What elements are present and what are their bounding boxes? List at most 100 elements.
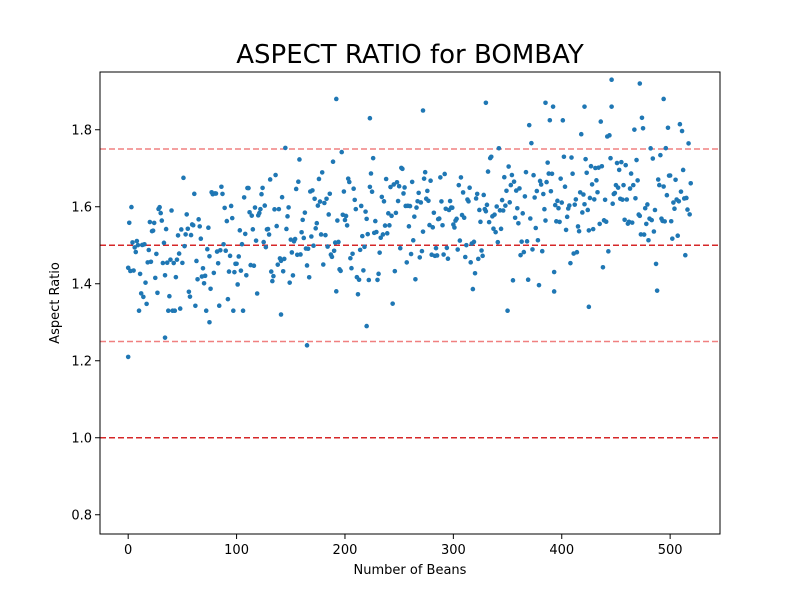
data-point — [262, 203, 268, 208]
data-point — [134, 238, 140, 244]
data-point — [573, 197, 579, 202]
data-point — [335, 218, 340, 223]
data-point — [445, 256, 451, 261]
data-point — [576, 228, 582, 234]
data-point — [425, 188, 430, 194]
data-point — [362, 244, 367, 250]
data-point — [516, 220, 521, 226]
data-point — [496, 145, 502, 151]
data-point — [614, 160, 620, 166]
data-point — [620, 197, 625, 202]
data-point — [246, 185, 251, 191]
data-point — [301, 235, 307, 241]
data-point — [436, 216, 442, 221]
data-point — [672, 206, 677, 212]
data-point — [661, 96, 666, 102]
data-point — [534, 188, 540, 194]
data-point — [207, 253, 212, 259]
data-point — [165, 308, 171, 314]
data-point — [506, 164, 511, 169]
data-point — [662, 219, 668, 224]
data-point — [535, 237, 541, 243]
data-point — [223, 248, 229, 254]
data-point — [668, 218, 674, 224]
data-point — [497, 208, 503, 213]
data-point — [313, 226, 318, 231]
data-point — [530, 247, 535, 252]
data-point — [148, 259, 154, 265]
data-point — [438, 175, 443, 180]
data-point — [356, 277, 362, 283]
y-tick-label: 0.8 — [71, 508, 92, 523]
data-point — [539, 248, 545, 254]
data-point — [164, 260, 170, 265]
data-point — [634, 157, 639, 163]
data-point — [610, 201, 615, 207]
data-point — [519, 239, 524, 244]
data-point — [219, 184, 224, 190]
data-point — [419, 248, 425, 254]
data-point — [607, 133, 612, 138]
data-point — [300, 217, 305, 223]
data-point — [317, 199, 323, 204]
data-point — [404, 260, 410, 265]
data-point — [215, 260, 221, 266]
data-point — [457, 238, 463, 243]
data-point — [580, 210, 585, 215]
x-tick-label: 100 — [224, 543, 249, 558]
data-point — [641, 232, 647, 237]
data-point — [462, 254, 468, 260]
data-point — [225, 296, 231, 302]
data-point — [283, 145, 288, 151]
data-point — [171, 260, 177, 266]
data-point — [544, 179, 549, 185]
data-point — [654, 288, 660, 293]
data-point — [381, 199, 387, 204]
data-point — [257, 210, 262, 216]
data-point — [265, 226, 271, 232]
data-point — [556, 205, 561, 211]
data-point — [159, 218, 165, 223]
data-point — [186, 289, 192, 295]
data-point — [412, 214, 417, 219]
data-point — [323, 232, 328, 238]
data-points — [125, 77, 694, 360]
data-point — [329, 254, 335, 260]
data-point — [239, 241, 245, 247]
data-point — [549, 171, 555, 177]
data-point — [285, 214, 290, 219]
data-point — [456, 182, 462, 188]
data-point — [426, 198, 431, 204]
data-point — [129, 204, 134, 210]
data-point — [155, 290, 160, 296]
data-point — [491, 226, 496, 231]
data-point — [229, 215, 235, 221]
data-point — [640, 125, 646, 131]
data-point — [364, 323, 369, 329]
data-point — [197, 224, 203, 229]
data-point — [338, 268, 343, 274]
data-point — [151, 220, 157, 226]
x-axis-ticks: 0 100 200 300 400 500 — [124, 534, 683, 558]
data-point — [639, 115, 645, 121]
data-point — [322, 200, 327, 206]
data-point — [392, 268, 398, 274]
data-point — [358, 203, 364, 209]
data-point — [251, 263, 257, 269]
data-point — [524, 239, 530, 244]
data-point — [284, 226, 289, 232]
data-point — [133, 249, 139, 255]
data-point — [177, 306, 183, 311]
data-point — [401, 191, 406, 196]
data-point — [152, 275, 158, 281]
data-point — [302, 210, 308, 215]
data-point — [154, 251, 159, 257]
data-point — [393, 210, 399, 216]
data-point — [587, 195, 593, 201]
data-point — [582, 201, 587, 207]
data-point — [557, 219, 562, 225]
data-point — [599, 163, 605, 169]
data-point — [394, 179, 400, 185]
data-point — [270, 278, 275, 284]
